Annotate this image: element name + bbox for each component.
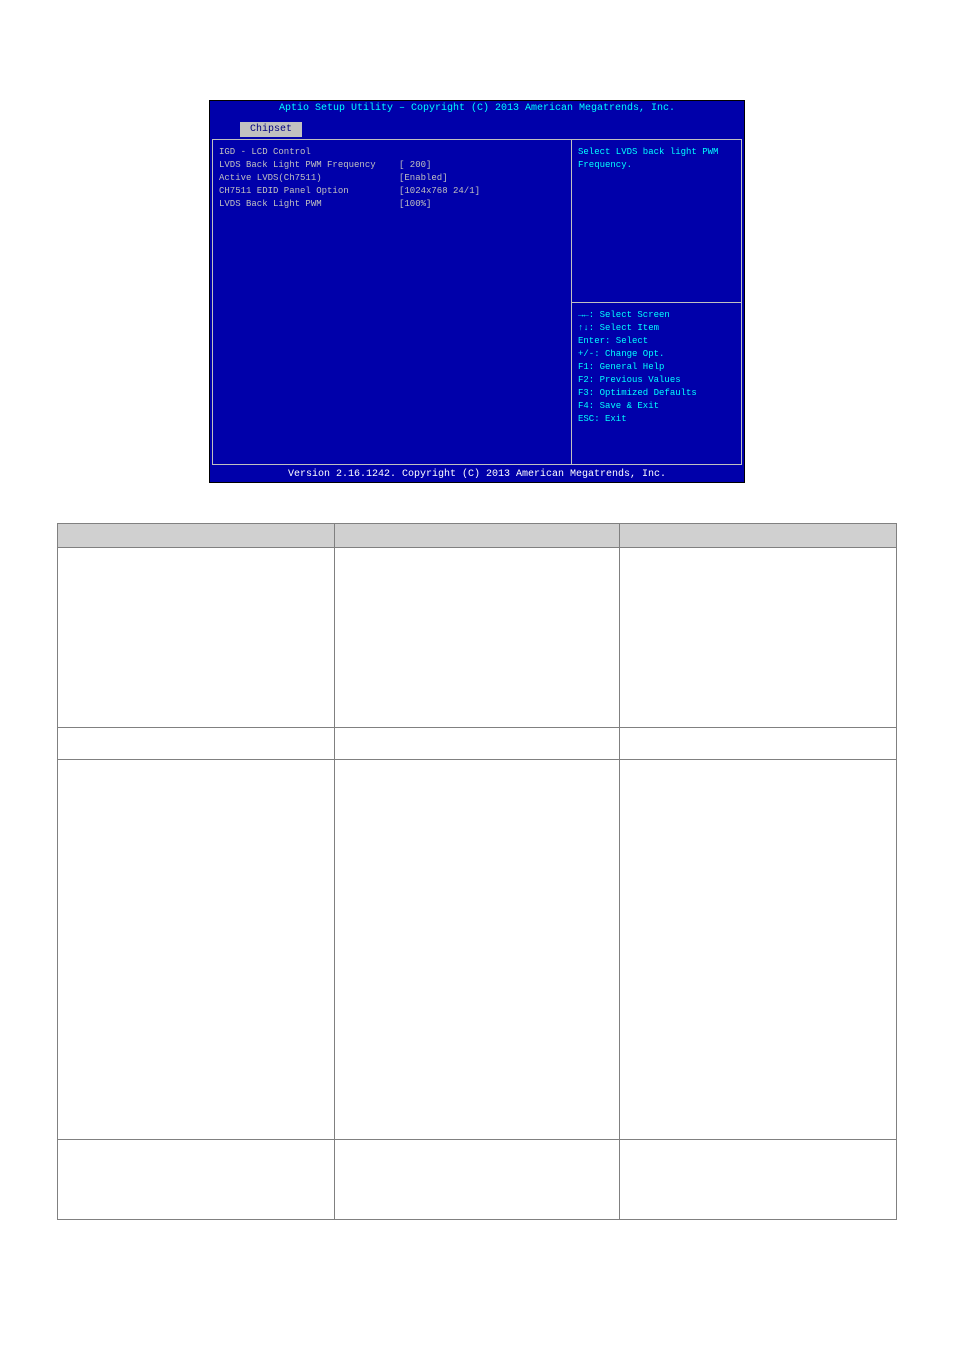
bios-main-panel: IGD - LCD Control LVDS Back Light PWM Fr… — [212, 139, 572, 465]
bios-row: IGD - LCD Control — [219, 146, 565, 159]
table-cell — [334, 1140, 619, 1220]
bios-label: LVDS Back Light PWM Frequency — [219, 159, 399, 172]
table-row — [58, 760, 897, 1140]
table-cell — [58, 760, 335, 1140]
bios-row[interactable]: LVDS Back Light PWM [100%] — [219, 198, 565, 211]
bios-help-text: Select LVDS back light PWM — [578, 146, 735, 159]
bios-keys-panel: →←: Select Screen ↑↓: Select Item Enter:… — [572, 303, 742, 466]
table-header — [58, 524, 335, 548]
bios-value: [ 200] — [399, 159, 431, 172]
bios-value: [Enabled] — [399, 172, 448, 185]
bios-label: IGD - LCD Control — [219, 146, 399, 159]
table-cell — [620, 728, 897, 760]
bios-key-hint: ↑↓: Select Item — [578, 322, 735, 335]
bios-key-hint: →←: Select Screen — [578, 309, 735, 322]
bios-value: [100%] — [399, 198, 431, 211]
bios-header: Aptio Setup Utility – Copyright (C) 2013… — [210, 101, 744, 116]
bios-screenshot: Aptio Setup Utility – Copyright (C) 2013… — [209, 100, 745, 483]
table-cell — [334, 728, 619, 760]
table-row — [58, 728, 897, 760]
table-header-row — [58, 524, 897, 548]
footnote: , — [57, 1260, 897, 1272]
table-cell — [58, 548, 335, 728]
bios-key-hint: ESC: Exit — [578, 413, 735, 426]
bios-key-hint: F3: Optimized Defaults — [578, 387, 735, 400]
bios-tab-chipset[interactable]: Chipset — [240, 122, 302, 137]
bios-key-hint: +/-: Change Opt. — [578, 348, 735, 361]
bios-body: IGD - LCD Control LVDS Back Light PWM Fr… — [210, 137, 744, 467]
bios-key-hint: F1: General Help — [578, 361, 735, 374]
table-header — [620, 524, 897, 548]
table-header — [334, 524, 619, 548]
table-cell — [620, 1140, 897, 1220]
bios-key-hint: F4: Save & Exit — [578, 400, 735, 413]
spec-table — [57, 523, 897, 1220]
bios-row[interactable]: LVDS Back Light PWM Frequency [ 200] — [219, 159, 565, 172]
table-row — [58, 548, 897, 728]
bios-label: CH7511 EDID Panel Option — [219, 185, 399, 198]
bios-help-panel: Select LVDS back light PWM Frequency. — [572, 139, 742, 303]
bios-key-hint: Enter: Select — [578, 335, 735, 348]
table-row — [58, 1140, 897, 1220]
table-cell — [334, 760, 619, 1140]
bios-tab-bar: Chipset — [210, 116, 744, 137]
bios-row[interactable]: CH7511 EDID Panel Option [1024x768 24/1] — [219, 185, 565, 198]
bios-help-text: Frequency. — [578, 159, 735, 172]
bios-label: Active LVDS(Ch7511) — [219, 172, 399, 185]
bios-side-panel: Select LVDS back light PWM Frequency. →←… — [572, 139, 742, 465]
bios-label: LVDS Back Light PWM — [219, 198, 399, 211]
table-cell — [58, 728, 335, 760]
table-cell — [334, 548, 619, 728]
bios-value: [1024x768 24/1] — [399, 185, 480, 198]
bios-row[interactable]: Active LVDS(Ch7511) [Enabled] — [219, 172, 565, 185]
table-cell — [620, 760, 897, 1140]
table-cell — [620, 548, 897, 728]
bios-footer: Version 2.16.1242. Copyright (C) 2013 Am… — [210, 467, 744, 482]
bios-key-hint: F2: Previous Values — [578, 374, 735, 387]
table-cell — [58, 1140, 335, 1220]
